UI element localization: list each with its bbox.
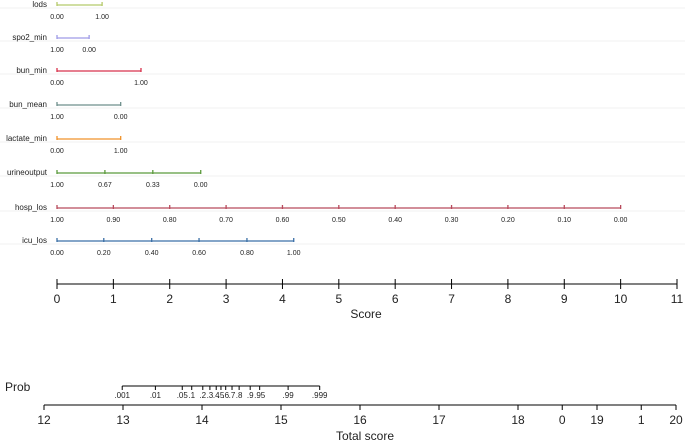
variable-tick-label: 0.40	[145, 250, 159, 257]
prob-tick-label: .9	[247, 391, 254, 400]
prob-tick-label: .2	[199, 391, 206, 400]
total-tick-label: 18	[511, 413, 525, 427]
variable-tick-label: 1.00	[287, 250, 301, 257]
total-tick-label: 19	[590, 413, 604, 427]
prob-tick-label: .999	[312, 391, 328, 400]
variable-name: bun_mean	[9, 100, 47, 109]
score-axis-label: Score	[350, 307, 382, 321]
score-tick-label: 2	[166, 292, 173, 306]
score-tick-label: 8	[505, 292, 512, 306]
total-tick-label: 13	[116, 413, 130, 427]
variable-tick-label: 0.80	[163, 217, 177, 224]
prob-tick-label: .99	[283, 391, 295, 400]
variable-tick-label: 0.70	[219, 217, 233, 224]
variable-tick-label: 0.00	[50, 250, 64, 257]
total-tick-label: 20	[669, 413, 683, 427]
variable-tick-label: 0.20	[501, 217, 515, 224]
total-tick-label: 15	[274, 413, 288, 427]
variable-tick-label: 0.00	[614, 217, 628, 224]
score-tick-label: 6	[392, 292, 399, 306]
variable-tick-label: 0.00	[194, 182, 208, 189]
score-tick-label: 4	[279, 292, 286, 306]
variable-name: hosp_los	[15, 203, 47, 212]
prob-tick-label: .95	[254, 391, 266, 400]
total-tick-label: 14	[195, 413, 209, 427]
prob-tick-label: .01	[150, 391, 162, 400]
variable-tick-label: 0.33	[146, 182, 160, 189]
variable-name: lods	[32, 0, 47, 9]
prob-tick-label: .05	[177, 391, 189, 400]
prob-label: Prob	[5, 380, 31, 394]
variable-tick-label: 0.00	[114, 114, 128, 121]
variable-tick-label: 1.00	[114, 148, 128, 155]
variable-tick-label: 0.30	[445, 217, 459, 224]
score-tick-label: 11	[671, 292, 684, 306]
variable-name: icu_los	[22, 236, 47, 245]
total-axis-label: Total score	[336, 429, 394, 443]
score-tick-label: 7	[448, 292, 455, 306]
score-tick-label: 5	[335, 292, 342, 306]
variable-name: lactate_min	[6, 134, 47, 143]
variable-tick-label: 1.00	[50, 182, 64, 189]
prob-tick-label: .001	[114, 391, 130, 400]
variable-tick-label: 0.67	[98, 182, 112, 189]
total-tick-label: 12	[37, 413, 51, 427]
prob-tick-label: .3	[207, 391, 214, 400]
variable-name: spo2_min	[12, 33, 47, 42]
prob-tick-label: .7	[229, 391, 236, 400]
score-tick-label: 10	[614, 292, 628, 306]
variable-tick-label: 0.10	[557, 217, 571, 224]
variable-tick-label: 0.20	[97, 250, 111, 257]
prob-tick-label: .8	[236, 391, 243, 400]
variable-tick-label: 1.00	[50, 47, 64, 54]
variable-tick-label: 1.00	[50, 114, 64, 121]
variable-tick-label: 1.00	[95, 14, 109, 21]
score-tick-label: 3	[223, 292, 230, 306]
total-tick-label: 0	[559, 413, 566, 427]
total-tick-label: 1	[638, 413, 645, 427]
variable-tick-label: 0.00	[82, 47, 96, 54]
score-tick-label: 1	[110, 292, 117, 306]
total-tick-label: 17	[432, 413, 446, 427]
variable-tick-label: 0.60	[276, 217, 290, 224]
total-tick-label: 16	[353, 413, 367, 427]
variable-tick-label: 0.50	[332, 217, 346, 224]
score-tick-label: 9	[561, 292, 568, 306]
variable-tick-label: 0.00	[50, 14, 64, 21]
variable-tick-label: 0.80	[240, 250, 254, 257]
variable-name: urineoutput	[7, 168, 48, 177]
prob-tick-label: .5	[218, 391, 225, 400]
prob-tick-label: .6	[222, 391, 229, 400]
variable-tick-label: 0.00	[50, 148, 64, 155]
score-tick-label: 0	[54, 292, 61, 306]
prob-tick-label: .1	[188, 391, 195, 400]
variable-tick-label: 1.00	[134, 80, 148, 87]
variable-name: bun_min	[16, 66, 47, 75]
prob-tick-label: .4	[213, 391, 220, 400]
variable-tick-label: 1.00	[50, 217, 64, 224]
variable-tick-label: 0.90	[107, 217, 121, 224]
variable-tick-label: 0.40	[388, 217, 402, 224]
variable-tick-label: 0.60	[192, 250, 206, 257]
variable-tick-label: 0.00	[50, 80, 64, 87]
